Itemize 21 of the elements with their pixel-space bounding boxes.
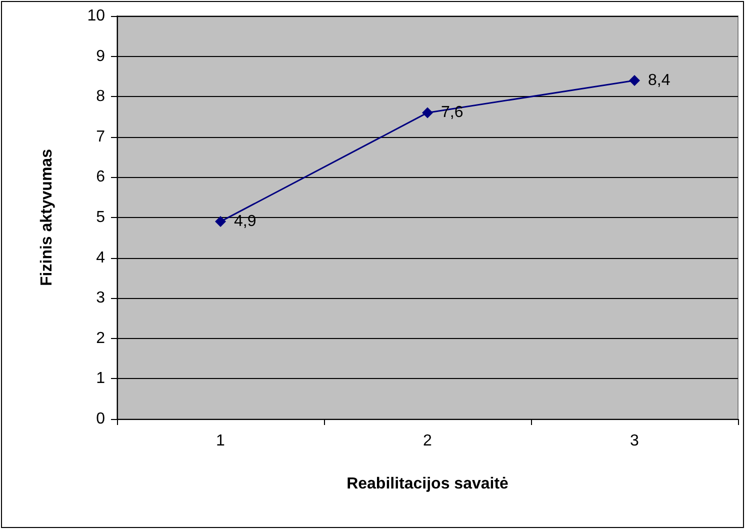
point	[215, 216, 226, 228]
data-label: 7,6	[441, 104, 464, 122]
y-tick-label: 10	[87, 8, 106, 24]
y-tick-label: 6	[96, 168, 106, 186]
data-label: 8,4	[648, 72, 670, 89]
y-tick-label: 5	[96, 209, 106, 226]
x-axis-title: Reabilitacijos savaitė	[346, 476, 509, 492]
y-tick-label: 4	[96, 249, 106, 266]
x-tick-label: 3	[630, 432, 640, 450]
y-tick-label: 1	[96, 370, 106, 388]
y-tick-label: 7	[96, 128, 106, 146]
y-tick-label: 0	[96, 410, 106, 428]
y-tick-label: 9	[96, 48, 106, 65]
point	[422, 107, 433, 118]
x-tick-label: 2	[423, 432, 432, 450]
y-tick-label: 2	[96, 330, 106, 347]
x-tick-label: 1	[216, 432, 226, 450]
point	[629, 74, 640, 86]
y-axis-title: Fizinis aktyvumas	[38, 148, 56, 286]
y-tick-label: 3	[96, 290, 106, 307]
y-tick-label: 8	[96, 88, 106, 106]
